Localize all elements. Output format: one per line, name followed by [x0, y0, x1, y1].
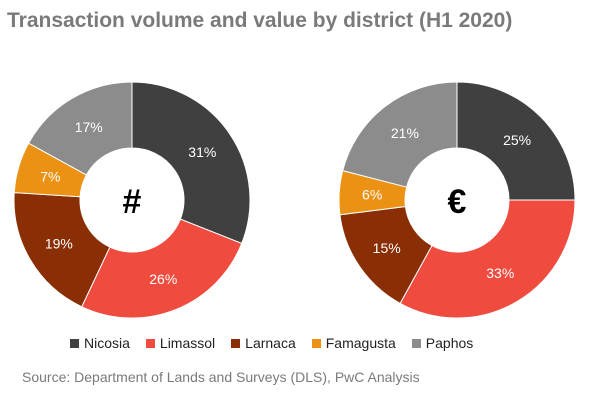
data-label-limassol-chart2: 33%: [486, 265, 514, 281]
center-label-chart2: €: [448, 183, 467, 221]
data-label-limassol-chart1: 26%: [149, 271, 177, 287]
legend-item-limassol: Limassol: [145, 335, 216, 351]
legend-item-larnaca: Larnaca: [231, 335, 296, 351]
center-label-chart1: #: [123, 183, 142, 221]
data-label-paphos-chart1: 17%: [75, 119, 103, 135]
legend-label-nicosia: Nicosia: [84, 335, 130, 351]
source-note: Source: Department of Lands and Surveys …: [22, 369, 420, 385]
legend-item-paphos: Paphos: [411, 335, 474, 351]
data-label-famagusta-chart2: 6%: [362, 187, 382, 203]
data-label-larnaca-chart1: 19%: [45, 235, 73, 251]
legend-swatch-famagusta: [311, 338, 321, 348]
data-label-nicosia-chart1: 31%: [188, 144, 216, 160]
legend-label-famagusta: Famagusta: [325, 335, 396, 351]
legend-swatch-paphos: [411, 338, 421, 348]
data-label-famagusta-chart1: 7%: [40, 168, 60, 184]
slice-nicosia-chart1: [131, 81, 251, 245]
slice-paphos-chart1: [27, 81, 133, 176]
legend-swatch-larnaca: [231, 338, 241, 348]
data-label-larnaca-chart2: 15%: [373, 240, 401, 256]
legend-swatch-nicosia: [70, 338, 79, 348]
donut-charts: 31% 26% 19% 7% 17% #25% 33% 15% 6% 21% €: [13, 81, 576, 319]
slice-limassol-chart1: [81, 218, 243, 319]
chart-title: Transaction volume and value by district…: [7, 9, 513, 32]
data-label-paphos-chart2: 21%: [391, 125, 419, 141]
slice-limassol-chart2: [399, 199, 576, 319]
slice-paphos-chart2: [342, 81, 458, 188]
legend: Nicosia Limassol Larnaca Famagusta Papho…: [70, 335, 473, 351]
data-label-nicosia-chart2: 25%: [503, 132, 531, 148]
legend-swatch-limassol: [145, 338, 155, 348]
legend-label-limassol: Limassol: [159, 335, 216, 351]
slice-larnaca-chart1: [13, 192, 111, 308]
slice-nicosia-chart2: [456, 81, 576, 201]
legend-item-famagusta: Famagusta: [311, 335, 396, 351]
legend-label-larnaca: Larnaca: [245, 335, 296, 351]
legend-label-paphos: Paphos: [425, 335, 474, 351]
legend-item-nicosia: Nicosia: [70, 335, 130, 351]
